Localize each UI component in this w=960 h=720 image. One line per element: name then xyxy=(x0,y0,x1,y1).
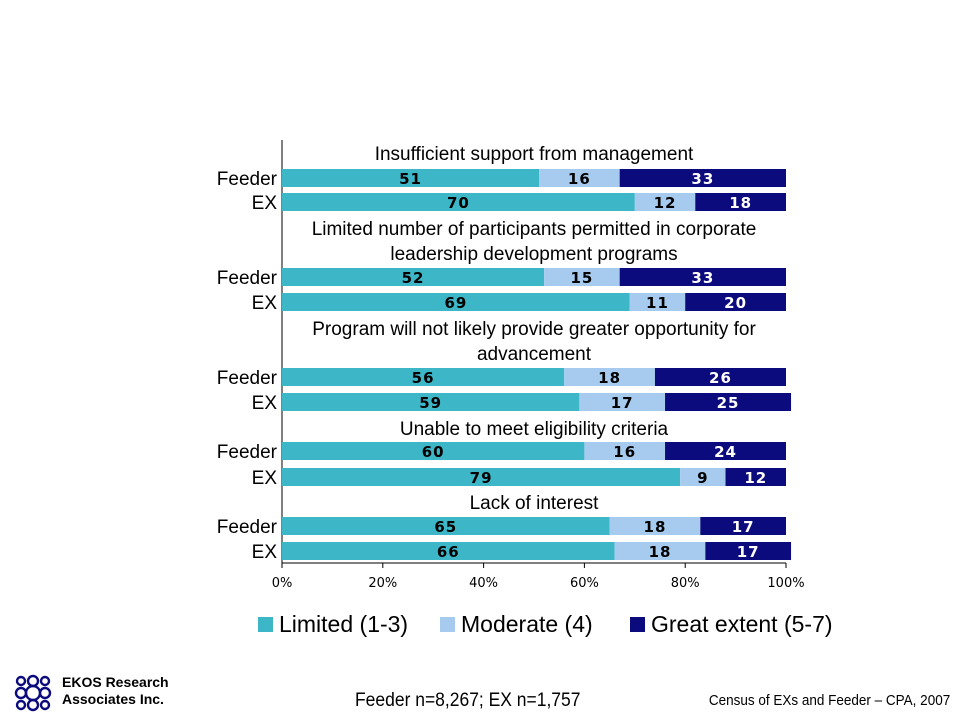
data-label-2-feeder-1: 18 xyxy=(598,369,621,387)
data-label-1-ex-0: 69 xyxy=(444,294,467,312)
bar-segment-1-ex-1 xyxy=(629,293,686,311)
data-label-4-feeder-1: 18 xyxy=(644,518,667,536)
sample-size-note: Feeder n=8,267; EX n=1,757 xyxy=(355,690,581,711)
bar-segment-4-ex-0 xyxy=(282,542,615,560)
bar-segment-4-feeder-1 xyxy=(609,517,701,535)
group-label-feeder: Feeder xyxy=(217,442,278,463)
data-label-4-feeder-0: 65 xyxy=(434,518,457,536)
legend-label-2: Great extent (5-7) xyxy=(651,611,833,637)
group-label-ex: EX xyxy=(252,468,278,489)
bar-segment-4-ex-2 xyxy=(705,542,792,560)
group-label-ex: EX xyxy=(252,393,278,414)
data-label-2-feeder-0: 56 xyxy=(412,369,435,387)
legend-swatch-2 xyxy=(630,617,645,632)
data-label-0-ex-0: 70 xyxy=(447,194,470,212)
bar-segment-2-ex-1 xyxy=(579,393,666,411)
data-label-2-ex-0: 59 xyxy=(419,394,442,412)
company-name-line1: EKOS Research xyxy=(62,674,169,690)
data-label-0-feeder-1: 16 xyxy=(568,170,591,188)
data-label-2-feeder-2: 26 xyxy=(709,369,732,387)
bar-segment-2-ex-0 xyxy=(282,393,580,411)
data-label-0-ex-1: 12 xyxy=(654,194,677,212)
data-label-2-ex-1: 17 xyxy=(611,394,634,412)
data-label-1-ex-2: 20 xyxy=(724,294,747,312)
group-label-ex: EX xyxy=(252,542,278,563)
data-label-1-ex-1: 11 xyxy=(646,294,669,312)
bar-segment-2-feeder-0 xyxy=(282,368,565,386)
category-title-1-0: Limited number of participants permitted… xyxy=(312,219,757,240)
bar-segment-0-ex-0 xyxy=(282,193,635,211)
data-label-4-ex-2: 17 xyxy=(737,543,760,561)
bar-segment-0-ex-2 xyxy=(695,193,786,211)
bar-segment-1-feeder-2 xyxy=(619,268,786,286)
bar-segment-2-feeder-2 xyxy=(654,368,786,386)
category-title-2-1: advancement xyxy=(477,344,592,365)
category-title-3-0: Unable to meet eligibility criteria xyxy=(400,419,669,440)
bar-segment-0-feeder-2 xyxy=(619,169,786,187)
legend-swatch-0 xyxy=(258,617,273,632)
bar-segment-0-feeder-0 xyxy=(282,169,540,187)
data-label-3-ex-0: 79 xyxy=(470,469,493,487)
data-label-1-feeder-2: 33 xyxy=(691,269,714,287)
data-label-1-feeder-0: 52 xyxy=(402,269,425,287)
source-note: Census of EXs and Feeder – CPA, 2007 xyxy=(708,692,950,709)
legend-label-1: Moderate (4) xyxy=(461,611,593,637)
bar-segment-1-feeder-0 xyxy=(282,268,545,286)
legend-label-0: Limited (1-3) xyxy=(279,611,408,637)
bar-segment-1-ex-0 xyxy=(282,293,630,311)
data-label-0-feeder-2: 33 xyxy=(691,170,714,188)
company-name-line2: Associates Inc. xyxy=(62,691,164,707)
group-label-feeder: Feeder xyxy=(217,268,278,289)
company-name: EKOS Research Associates Inc. xyxy=(62,674,169,708)
x-tick-label: 100% xyxy=(767,576,804,591)
data-label-3-feeder-0: 60 xyxy=(422,443,445,461)
bar-segment-0-ex-1 xyxy=(634,193,696,211)
data-label-0-feeder-0: 51 xyxy=(399,170,422,188)
group-label-feeder: Feeder xyxy=(217,169,278,190)
legend-swatch-1 xyxy=(440,617,455,632)
data-label-4-ex-1: 18 xyxy=(649,543,672,561)
bar-segment-3-ex-0 xyxy=(282,468,681,486)
category-title-1-1: leadership development programs xyxy=(390,244,677,265)
data-label-4-feeder-2: 17 xyxy=(732,518,755,536)
data-label-3-ex-2: 12 xyxy=(744,469,767,487)
x-tick-label: 80% xyxy=(671,576,700,591)
category-title-4-0: Lack of interest xyxy=(470,493,600,514)
bar-segment-4-feeder-2 xyxy=(700,517,786,535)
data-label-1-feeder-1: 15 xyxy=(570,269,593,287)
bar-segment-3-feeder-2 xyxy=(665,442,786,460)
bar-segment-3-feeder-1 xyxy=(584,442,666,460)
bar-segment-2-feeder-1 xyxy=(564,368,655,386)
data-label-3-ex-1: 9 xyxy=(697,469,708,487)
bar-segment-4-feeder-0 xyxy=(282,517,610,535)
bar-segment-1-feeder-1 xyxy=(544,268,620,286)
bar-segment-3-feeder-0 xyxy=(282,442,585,460)
x-tick-label: 0% xyxy=(272,576,293,591)
data-label-3-feeder-2: 24 xyxy=(714,443,737,461)
data-label-2-ex-2: 25 xyxy=(717,394,740,412)
bar-segment-3-ex-1 xyxy=(680,468,726,486)
x-tick-label: 60% xyxy=(570,576,599,591)
group-label-ex: EX xyxy=(252,293,278,314)
bar-segment-0-feeder-1 xyxy=(539,169,620,187)
data-label-4-ex-0: 66 xyxy=(437,543,460,561)
bar-segment-1-ex-2 xyxy=(685,293,786,311)
group-label-feeder: Feeder xyxy=(217,517,278,538)
x-tick-label: 40% xyxy=(469,576,498,591)
x-tick-label: 20% xyxy=(368,576,397,591)
bar-segment-4-ex-1 xyxy=(614,542,706,560)
group-label-feeder: Feeder xyxy=(217,368,278,389)
data-label-0-ex-2: 18 xyxy=(729,194,752,212)
bar-segment-2-ex-2 xyxy=(665,393,792,411)
ekos-logo-icon xyxy=(14,674,52,712)
data-label-3-feeder-1: 16 xyxy=(613,443,636,461)
category-title-0-0: Insufficient support from management xyxy=(375,144,694,165)
category-title-2-0: Program will not likely provide greater … xyxy=(312,319,756,340)
bar-segment-3-ex-2 xyxy=(725,468,786,486)
group-label-ex: EX xyxy=(252,193,278,214)
